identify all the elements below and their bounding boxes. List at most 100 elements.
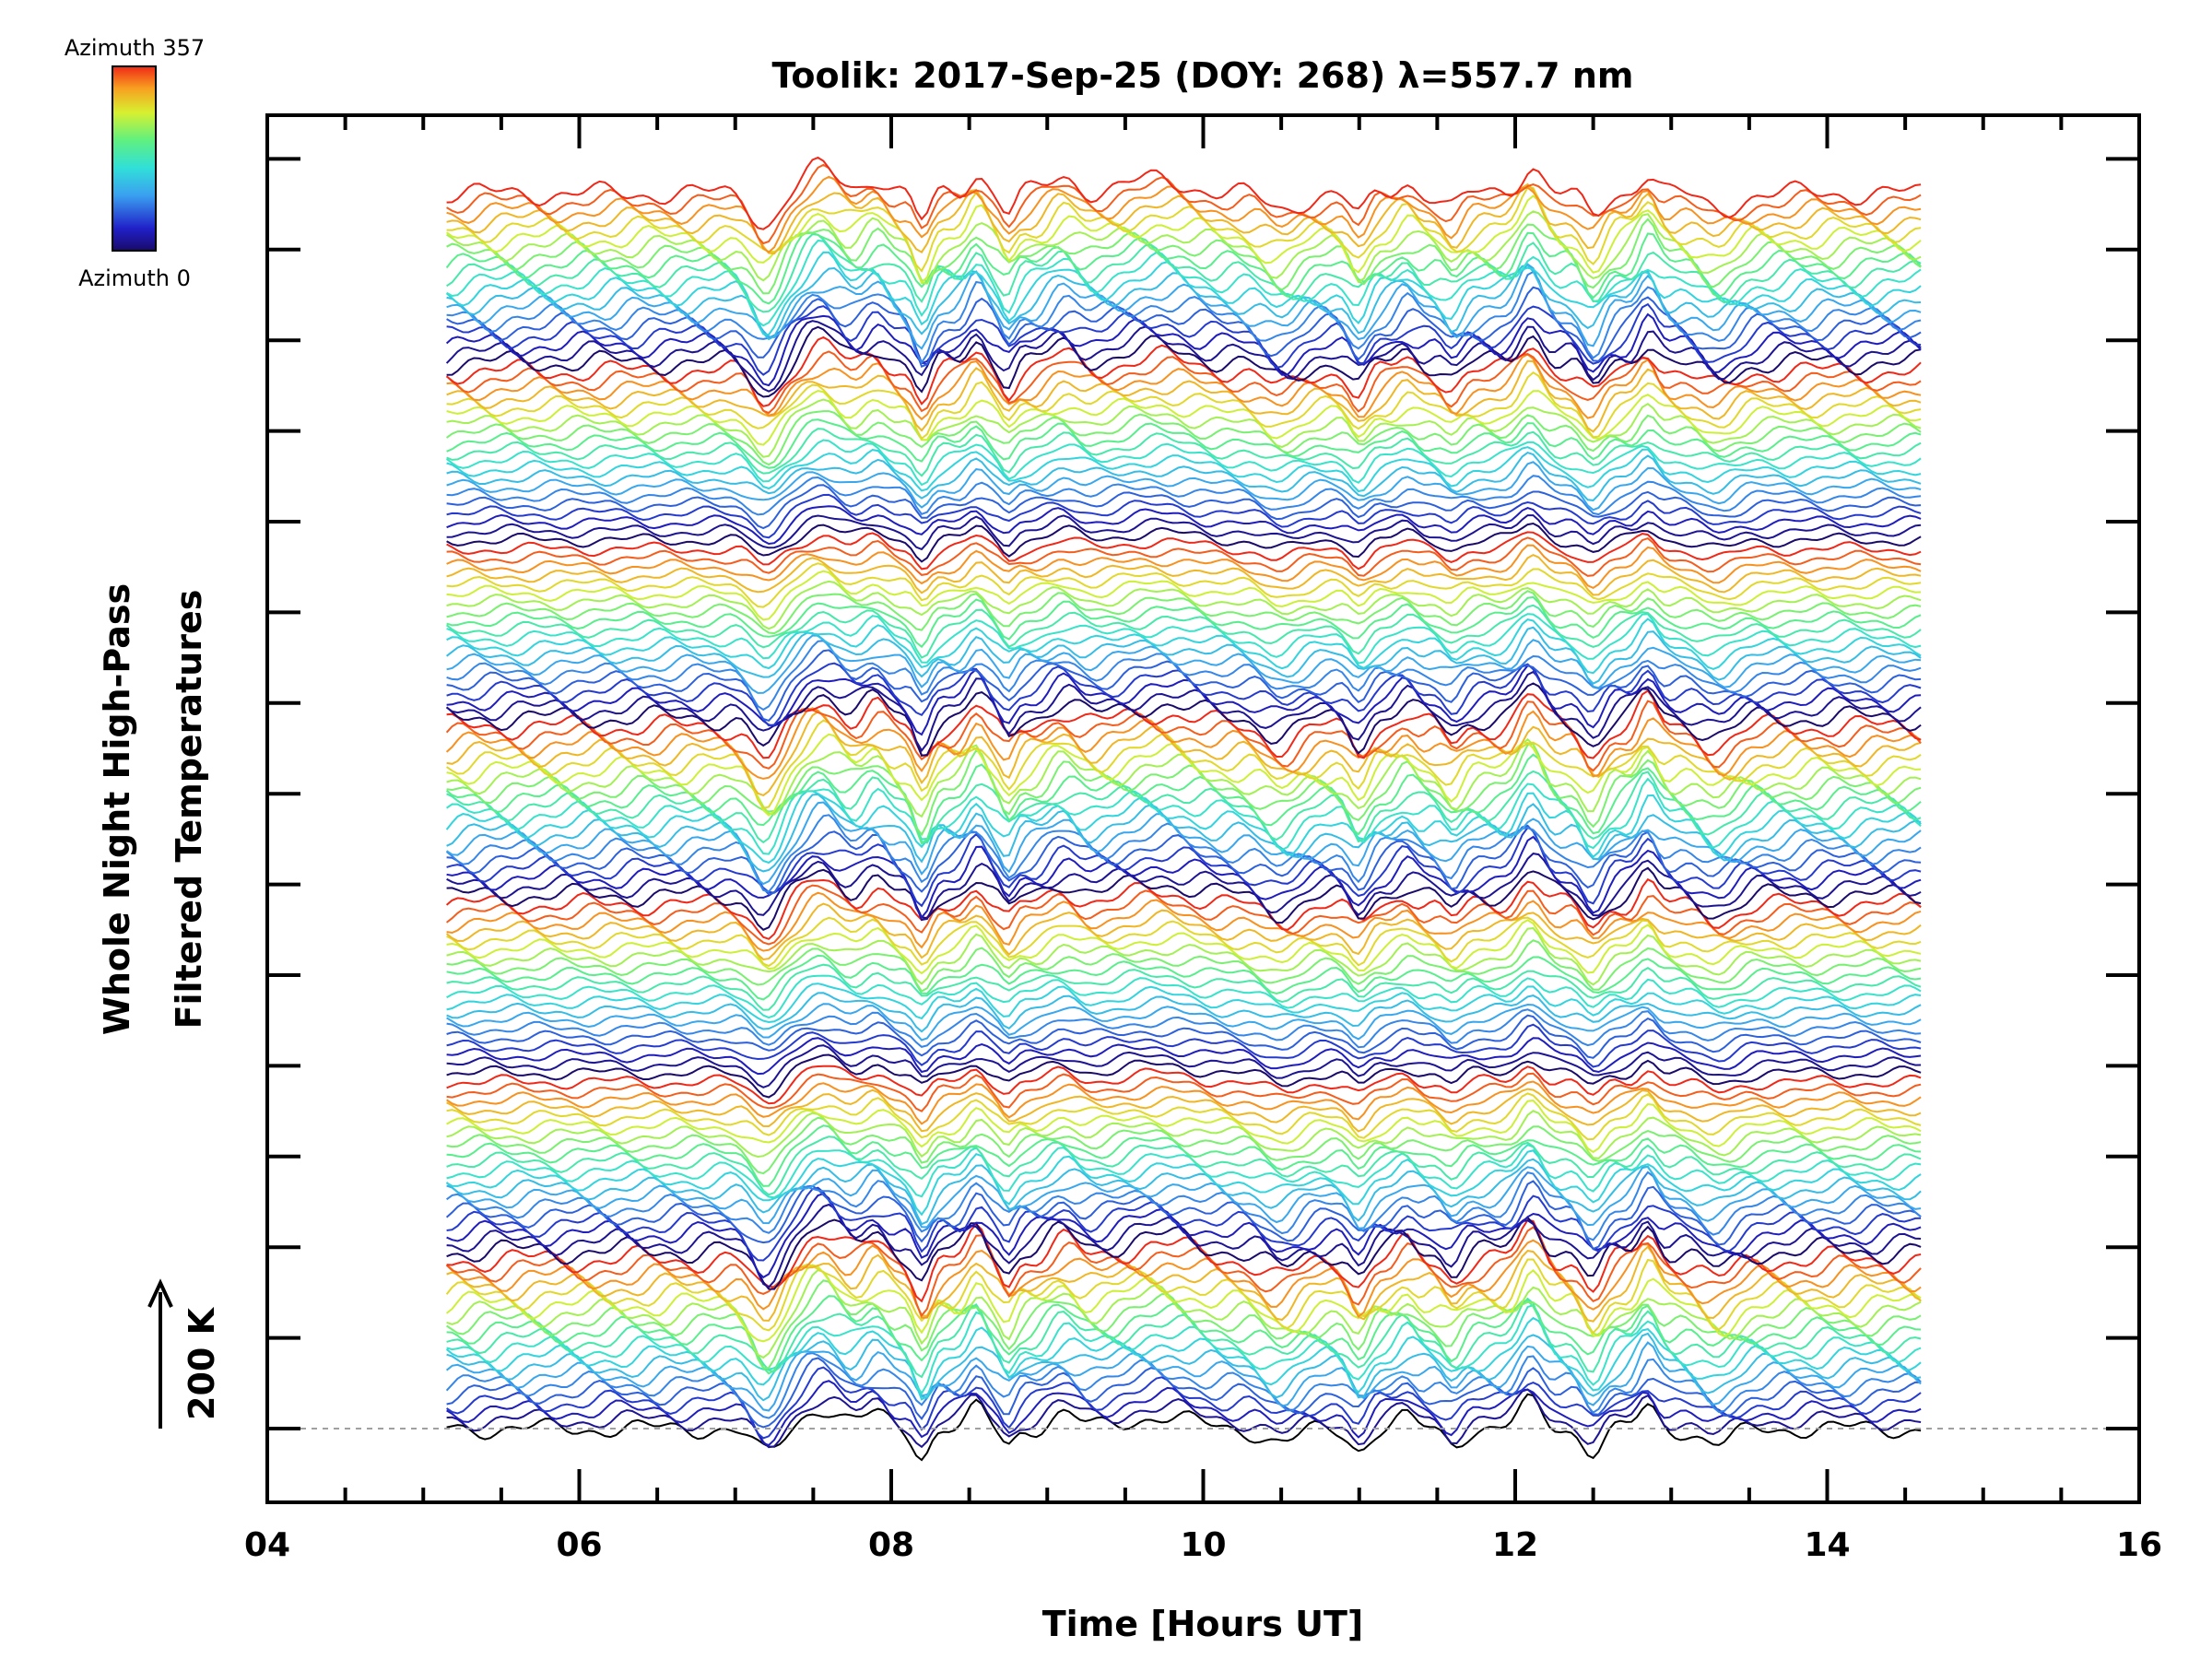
trace-line [446, 461, 1922, 512]
trace-line [446, 719, 1922, 810]
trace-line [446, 1037, 1922, 1076]
up-arrow-icon [147, 1278, 173, 1308]
trace-line [445, 682, 1922, 758]
axis-ticks [265, 115, 2141, 1502]
trace-line [446, 475, 1922, 516]
trace-line [446, 866, 1922, 931]
trace-line [446, 531, 1922, 571]
trace-line [446, 1186, 1922, 1262]
trace-line [446, 410, 1922, 466]
trace-line [446, 1218, 1922, 1303]
trace-line [446, 418, 1922, 469]
trace-line [445, 1239, 1922, 1319]
trace-line [446, 590, 1922, 635]
trace-line [445, 877, 1922, 940]
trace-line [446, 218, 1922, 295]
trace-line [446, 1165, 1922, 1230]
trace-line [446, 389, 1922, 446]
trace-line [445, 814, 1922, 893]
trace-line [445, 604, 1922, 659]
trace-line [446, 350, 1922, 415]
trace-line [446, 1008, 1922, 1049]
trace-line [446, 302, 1922, 376]
trace-line [446, 359, 1922, 433]
trace-line [446, 1124, 1922, 1187]
trace-line [446, 1092, 1922, 1141]
trace-line [446, 186, 1922, 273]
trace-line [446, 743, 1922, 837]
y-axis-title-line2: Filtered Temperatures [169, 590, 209, 1030]
trace-line [445, 1352, 1922, 1419]
trace-line [446, 353, 1922, 421]
trace-line [446, 992, 1922, 1033]
x-tick-label: 16 [2116, 1526, 2162, 1564]
trace-line [446, 963, 1922, 1011]
trace-line [446, 446, 1922, 493]
trace-line [446, 1023, 1922, 1068]
trace-line [446, 1366, 1922, 1440]
trace-line [446, 1357, 1922, 1429]
trace-line [446, 439, 1922, 487]
trace-line [446, 553, 1922, 596]
colorbar: Azimuth 357 Azimuth 0 [65, 35, 205, 291]
trace-line [446, 1171, 1922, 1241]
trace-line [445, 707, 1922, 780]
trace-line [445, 231, 1922, 305]
trace-line [446, 801, 1922, 886]
trace-line [446, 263, 1922, 350]
trace-line [446, 398, 1922, 458]
trace-line [446, 1143, 1922, 1199]
trace-line [445, 1158, 1922, 1226]
trace-line [446, 1149, 1922, 1217]
trace-line [446, 793, 1922, 873]
trace-line [446, 982, 1922, 1024]
trace-line [445, 1264, 1922, 1343]
trace-series [445, 156, 1922, 1462]
trace-line [446, 484, 1922, 530]
trace-line [446, 613, 1922, 665]
trace-line [446, 286, 1922, 369]
trace-line [446, 562, 1922, 608]
trace-line [446, 325, 1922, 398]
trace-line [446, 670, 1922, 753]
trace-line [446, 634, 1922, 694]
trace-line [446, 1279, 1922, 1370]
colorbar-bottom-label: Azimuth 0 [78, 265, 191, 291]
trace-line [445, 626, 1922, 685]
trace-line [446, 1245, 1922, 1323]
trace-line [445, 790, 1922, 865]
trace-line [446, 1072, 1922, 1112]
trace-line [445, 1341, 1922, 1412]
trace-line [446, 240, 1922, 327]
x-tick-label: 04 [244, 1526, 290, 1564]
trace-line [446, 1080, 1922, 1125]
trace-line [446, 927, 1922, 986]
trace-line [445, 1258, 1922, 1335]
trace-line [446, 1388, 1922, 1449]
trace-line [446, 974, 1922, 1019]
scale-label: 200 K [182, 1306, 222, 1420]
trace-line [446, 570, 1922, 621]
x-tick-label: 08 [868, 1526, 914, 1564]
trace-line [446, 493, 1922, 539]
trace-line [446, 891, 1922, 952]
x-axis-title: Time [Hours UT] [1042, 1604, 1364, 1644]
trace-line [446, 544, 1922, 590]
trace-line [446, 777, 1922, 855]
trace-line [446, 1110, 1922, 1159]
x-tick-label: 14 [1804, 1526, 1850, 1564]
colorbar-gradient [112, 65, 157, 252]
trace-line [446, 618, 1922, 675]
x-tick-label: 10 [1180, 1526, 1226, 1564]
trace-line [446, 1380, 1922, 1447]
trace-line [446, 826, 1922, 908]
trace-line [445, 1180, 1922, 1251]
trace-line [446, 451, 1922, 501]
trace-line [445, 902, 1922, 961]
trace-line [445, 312, 1922, 387]
trace-line [446, 711, 1922, 797]
trace-line [446, 1044, 1922, 1088]
scale-indicator: 200 K [147, 1278, 222, 1429]
trace-line [445, 251, 1922, 336]
